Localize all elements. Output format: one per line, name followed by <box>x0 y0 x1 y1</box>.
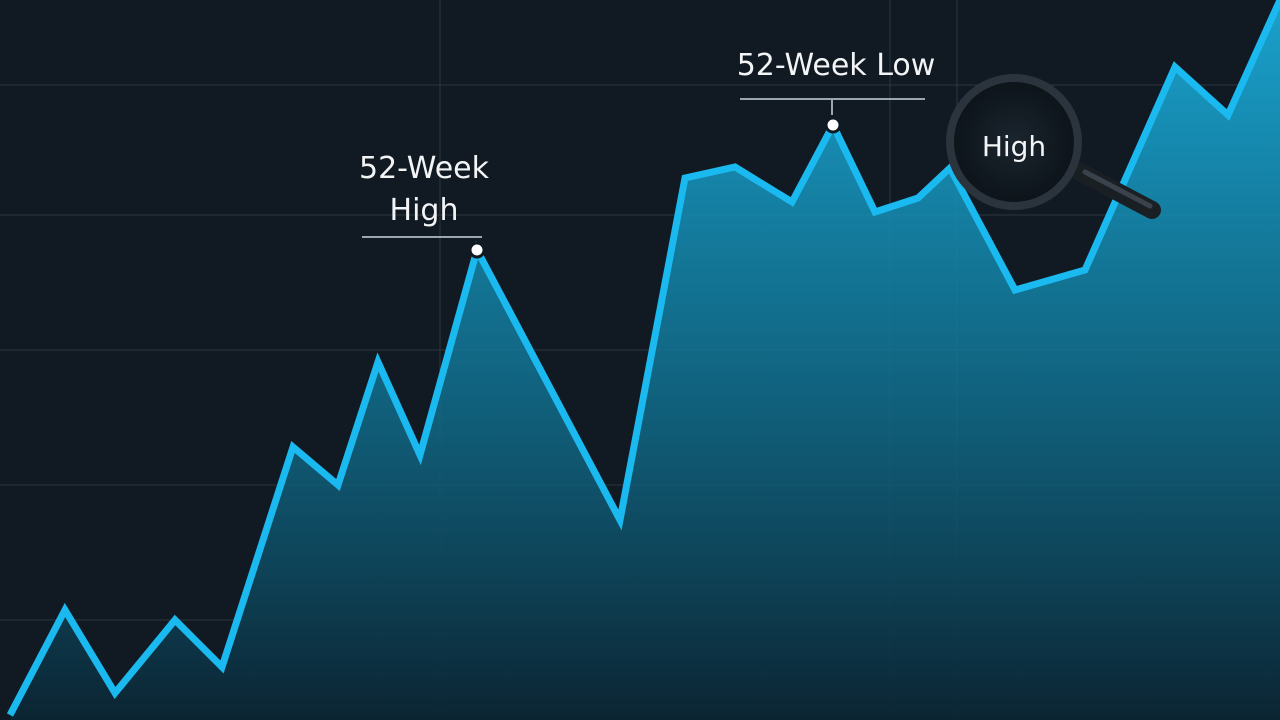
point-marker <box>468 241 486 259</box>
magnifier-lens <box>946 74 1082 210</box>
magnifier: High <box>946 74 1161 219</box>
plot <box>6 0 1280 720</box>
line <box>6 0 1280 717</box>
high-annotation: 52-Week High <box>359 151 490 238</box>
area <box>10 0 1280 720</box>
annotation-text: High <box>390 193 459 228</box>
point-marker <box>824 116 842 134</box>
low-annotation: 52-Week Low <box>737 48 936 115</box>
annotation-text: 52-Week Low <box>737 48 936 83</box>
annotation-text: 52-Week <box>359 151 490 186</box>
magnifier-handle-shine <box>1082 169 1153 209</box>
magnifier-text: High <box>982 130 1046 163</box>
